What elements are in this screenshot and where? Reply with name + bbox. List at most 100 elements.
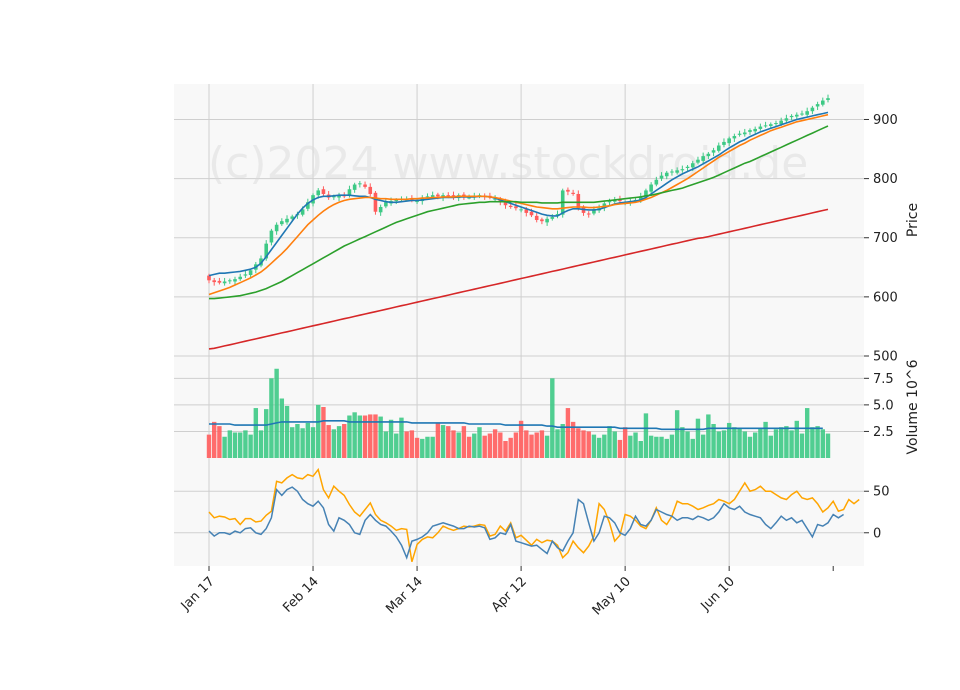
volume-bar (555, 429, 560, 458)
candle-body (446, 195, 451, 197)
volume-bar (409, 430, 415, 458)
volume-bar (529, 434, 534, 458)
candle-body (274, 224, 279, 232)
volume-bar (700, 434, 706, 458)
volume-bar (763, 421, 768, 458)
volume-bar (565, 408, 571, 458)
volume-bar (716, 431, 721, 458)
volume-bar (804, 408, 810, 458)
candle-body (586, 213, 591, 215)
volume-bar (461, 426, 467, 458)
volume-bar (752, 432, 758, 458)
volume-bar (290, 427, 295, 458)
volume-bar (768, 435, 773, 458)
candle-body (654, 179, 659, 185)
volume-bar (310, 427, 316, 458)
candle-body (238, 276, 243, 280)
volume-bar (638, 441, 643, 458)
candle-body (316, 190, 321, 196)
volume-bar (602, 434, 607, 458)
volume-bar (690, 438, 695, 458)
candle-body (618, 199, 622, 202)
oscillator-panel-bg (174, 458, 864, 566)
candle-body (737, 133, 742, 135)
volume-bar (622, 427, 628, 458)
volume-bar (378, 416, 383, 458)
volume-bar (373, 414, 378, 458)
volume-bar (617, 439, 623, 458)
sma-long-line (209, 125, 829, 300)
candle-body (690, 163, 695, 168)
candle-body (768, 124, 773, 126)
volume-bar (747, 436, 753, 458)
volume-bar (347, 415, 352, 458)
candle-body (607, 201, 612, 203)
volume-bar (430, 436, 435, 458)
volume-bar (482, 435, 487, 458)
volume-bar (581, 430, 586, 458)
volume-bar (742, 431, 747, 458)
volume-bar (737, 428, 742, 458)
volume-bar (732, 427, 737, 458)
volume-bar (342, 424, 347, 458)
candle-body (373, 192, 378, 212)
candle-body (529, 211, 534, 216)
candle-body (248, 270, 253, 275)
candle-body (300, 209, 305, 215)
candle-body (217, 280, 222, 283)
volume-bar (825, 433, 831, 458)
candle-body (612, 199, 617, 202)
candle-body (670, 171, 674, 173)
candle-body (337, 195, 341, 198)
sma-short-line (208, 111, 829, 277)
volume-bar (217, 426, 222, 458)
candle-body (638, 196, 643, 201)
volume-panel (206, 368, 831, 458)
volume-bar (550, 378, 555, 458)
volume-bar (726, 422, 732, 458)
volume-bar (685, 431, 690, 458)
candle-body (493, 198, 497, 200)
candle-body (794, 114, 799, 117)
candle-body (675, 170, 679, 173)
x-tick-label: Feb 14 (280, 574, 322, 616)
candle-body (467, 197, 471, 199)
sma-mid-line (208, 113, 829, 296)
oscillator-line-2 (208, 486, 845, 560)
candle-body (514, 206, 518, 209)
volume-bar (778, 427, 784, 458)
candle-body (280, 221, 284, 225)
candle-body (566, 189, 570, 192)
volume-bar (789, 430, 794, 458)
volume-average-line (209, 419, 823, 431)
oscillator-line-1 (208, 467, 860, 563)
volume-bar (300, 428, 305, 458)
candle-body (264, 243, 269, 259)
volume-bar (810, 427, 815, 458)
candle-body (352, 184, 357, 190)
volume-bar (440, 425, 446, 458)
volume-bar (212, 421, 217, 458)
candle-body (748, 130, 752, 132)
volume-bar (238, 432, 243, 458)
volume-bar (435, 422, 441, 458)
candle-body (508, 205, 513, 207)
volume-bar (487, 433, 493, 458)
volume-bar (815, 426, 820, 458)
volume-bar (321, 407, 326, 458)
price-tick-label: 500 (873, 350, 898, 365)
sma-longest-line (208, 208, 829, 350)
volume-bar (576, 428, 581, 458)
grid-lines (174, 84, 864, 566)
candle-body (800, 113, 804, 115)
candle-body (233, 279, 237, 282)
volume-bar (674, 410, 680, 458)
volume-bar (544, 435, 550, 458)
volume-bar (279, 398, 285, 458)
volume-bar (248, 434, 253, 458)
candle-body (711, 150, 716, 153)
volume-bar (773, 429, 779, 458)
candle-body (659, 175, 664, 179)
